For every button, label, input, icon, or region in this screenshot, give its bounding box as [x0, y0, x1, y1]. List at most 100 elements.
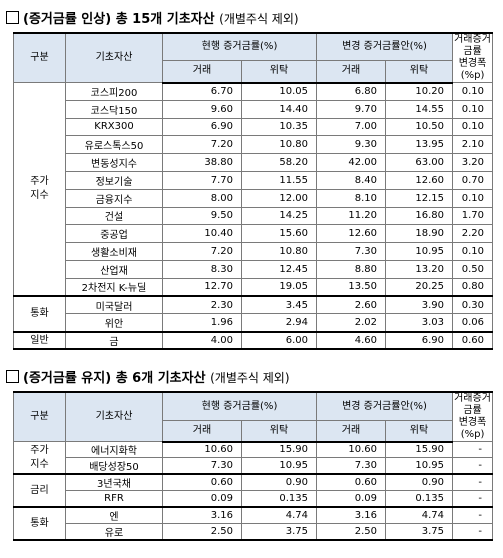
category-cell: 주가 지수 [13, 82, 66, 298]
header-row: 구분 기초자산 현행 증거금률(%) 변경 증거금률안(%) 거래증거금률 변경폭(%p… [13, 391, 494, 442]
change-cell: 1.70 [452, 206, 494, 226]
header-trade-current: 거래 [162, 60, 242, 84]
proposed-consign-cell: 14.55 [384, 99, 454, 119]
current-consign-cell: 4.74 [241, 506, 317, 525]
asset-cell: 산업재 [65, 259, 163, 279]
asset-cell: 유로스톡스50 [65, 135, 163, 155]
asset-cell: 3년국채 [65, 473, 163, 492]
proposed-consign-cell: 4.74 [384, 506, 454, 525]
proposed-trade-cell: 6.80 [316, 82, 386, 101]
table-row: 2차전지 K-뉴딜 12.70 19.05 13.50 20.25 0.80 [14, 277, 494, 298]
change-cell: 0.80 [452, 277, 494, 298]
proposed-trade-cell: 10.60 [316, 440, 386, 459]
asset-cell: 유로 [65, 523, 163, 542]
proposed-consign-cell: 63.00 [384, 153, 454, 172]
proposed-consign-cell: 18.90 [384, 224, 454, 244]
current-trade-cell: 9.50 [162, 206, 242, 226]
asset-cell: 2차전지 K-뉴딜 [65, 277, 163, 298]
header-asset: 기초자산 [65, 391, 163, 442]
header-proposed-rate: 변경 증거금률안(%) [315, 391, 454, 422]
current-trade-cell: 12.70 [162, 277, 242, 298]
table-row: 배당성장50 7.30 10.95 7.30 10.95- [14, 457, 494, 476]
table-row: 위안 1.96 2.94 2.02 3.03 0.06 [14, 313, 494, 333]
asset-cell: 생활소비재 [65, 242, 163, 261]
change-cell: 0.60 [452, 331, 494, 351]
table-row: 주가 지수 코스피200 6.70 10.05 6.80 10.20 0.10 [13, 82, 494, 298]
table-row: 금융지수 8.00 12.00 8.10 12.15 0.10 [14, 188, 494, 208]
change-cell: 0.06 [452, 313, 494, 333]
asset-cell: KRX300 [65, 117, 163, 137]
current-trade-cell: 6.70 [162, 82, 242, 101]
proposed-consign-cell: 16.80 [384, 206, 454, 226]
asset-cell: 미국달러 [65, 295, 163, 315]
header-trade-proposed: 거래 [316, 420, 386, 443]
proposed-consign-cell: 12.15 [384, 188, 454, 208]
current-trade-cell: 7.20 [162, 135, 242, 155]
table-row: 통화 미국달러 2.30 3.45 2.60 3.90 0.30 [13, 295, 494, 333]
change-cell: 0.10 [452, 117, 494, 137]
asset-cell: 엔 [65, 506, 163, 525]
change-cell: - [452, 523, 494, 542]
current-consign-cell: 10.35 [241, 117, 317, 137]
current-trade-cell: 1.96 [162, 313, 242, 333]
header-category: 구분 [13, 391, 66, 442]
current-trade-cell: 4.00 [162, 331, 242, 351]
header-consign-current: 위탁 [241, 60, 317, 84]
proposed-consign-cell: 13.95 [384, 135, 454, 155]
header-change: 거래증거금률 변경폭(%p) [452, 32, 494, 83]
proposed-trade-cell: 3.16 [316, 506, 386, 525]
proposed-trade-cell: 13.50 [316, 277, 386, 298]
header-consign-proposed: 위탁 [384, 420, 454, 443]
category-cell: 일반 [13, 331, 66, 351]
current-consign-cell: 15.60 [241, 224, 317, 244]
current-consign-cell: 11.55 [241, 170, 317, 190]
category-cell: 주가 지수 [13, 441, 66, 476]
current-trade-cell: 0.09 [162, 490, 242, 509]
change-cell: - [452, 506, 494, 525]
header-subrow: 거래 위탁 거래 위탁 [14, 60, 493, 84]
change-cell: 0.70 [452, 170, 494, 190]
proposed-trade-cell: 7.30 [316, 242, 386, 261]
proposed-trade-cell: 2.50 [316, 523, 386, 542]
header-asset: 기초자산 [65, 32, 163, 83]
proposed-trade-cell: 2.60 [316, 295, 386, 315]
table-row: 통화 엔 3.16 4.74 3.16 4.74- [13, 506, 494, 542]
category-cell: 통화 [13, 295, 66, 333]
current-consign-cell: 10.80 [241, 242, 317, 261]
current-trade-cell: 7.30 [162, 457, 242, 476]
table-row: 건설 9.50 14.25 11.20 16.80 1.70 [14, 206, 494, 226]
section2-title: (증거금률 유지) 총 6개 기초자산 (개별주식 제외) [6, 367, 290, 386]
change-cell: 3.20 [452, 153, 494, 172]
proposed-consign-cell: 3.90 [384, 295, 454, 315]
current-trade-cell: 8.00 [162, 188, 242, 208]
current-trade-cell: 38.80 [162, 153, 242, 172]
table-row: RFR 0.09 0.135 0.09 0.135- [14, 490, 494, 509]
current-trade-cell: 9.60 [162, 99, 242, 119]
header-consign-proposed: 위탁 [384, 60, 454, 84]
proposed-trade-cell: 8.80 [316, 259, 386, 279]
change-cell: 2.10 [452, 135, 494, 155]
current-trade-cell: 8.30 [162, 259, 242, 279]
current-consign-cell: 3.75 [241, 523, 317, 542]
current-consign-cell: 6.00 [241, 331, 317, 351]
proposed-consign-cell: 0.90 [384, 473, 454, 492]
section1-title: (증거금률 인상) 총 15개 기초자산 (개별주식 제외) [6, 8, 299, 27]
category-cell: 금리 [13, 473, 66, 509]
asset-cell: 건설 [65, 206, 163, 226]
checkbox-square-icon [6, 11, 19, 24]
asset-cell: 중공업 [65, 224, 163, 244]
table-row: 금리 3년국채 0.60 0.90 0.60 0.90- [13, 473, 494, 509]
header-proposed-rate: 변경 증거금률안(%) [315, 32, 454, 62]
current-consign-cell: 58.20 [241, 153, 317, 172]
proposed-consign-cell: 0.135 [384, 490, 454, 509]
table-row: 유로스톡스50 7.20 10.80 9.30 13.95 2.10 [14, 135, 494, 155]
asset-cell: 변동성지수 [65, 153, 163, 172]
proposed-trade-cell: 12.60 [316, 224, 386, 244]
change-cell: 0.10 [452, 242, 494, 261]
header-trade-current: 거래 [162, 420, 242, 443]
asset-cell: 위안 [65, 313, 163, 333]
change-cell: 0.10 [452, 188, 494, 208]
current-consign-cell: 0.135 [241, 490, 317, 509]
proposed-consign-cell: 6.90 [384, 331, 454, 351]
header-current-rate: 현행 증거금률(%) [162, 391, 317, 422]
